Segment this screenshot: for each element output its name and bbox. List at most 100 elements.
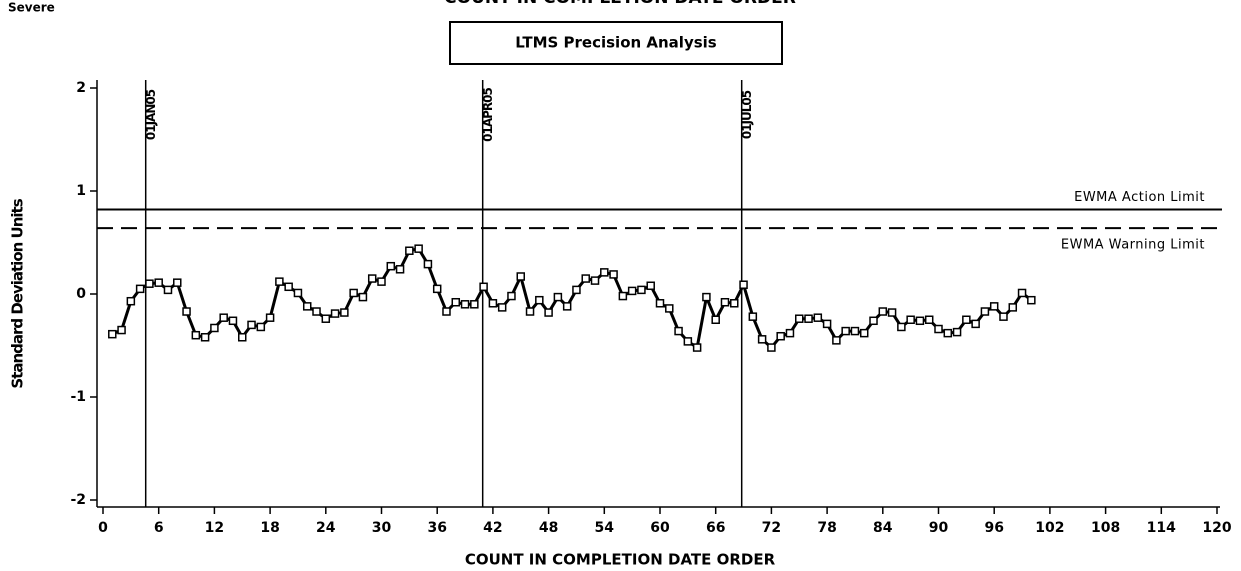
point-marker [590,276,600,285]
reference-label: EWMA Action Limit [1074,190,1205,205]
point-marker [451,297,461,307]
point-marker [173,278,182,287]
point-marker [488,299,498,308]
y-axis-label: Standard Deviation Units [9,198,27,388]
point-marker [516,272,525,281]
point-marker [646,281,655,291]
point-marker [767,343,776,352]
point-marker [683,337,693,346]
point-marker [859,328,869,338]
x-tick-label: 18 [260,520,279,536]
point-marker [841,326,850,336]
point-marker [897,322,906,332]
point-marker [126,296,136,306]
point-marker [618,291,628,301]
x-tick-label: 72 [762,520,781,536]
point-marker [785,328,795,338]
point-marker [497,303,507,312]
reference-label: EWMA Warning Limit [1061,238,1205,253]
y-tick-label: 2 [76,80,86,96]
point-marker [915,316,925,326]
point-marker [739,280,748,289]
x-tick-label: 0 [98,520,108,536]
box-label: LTMS Precision Analysis [515,34,717,52]
point-marker [182,307,191,316]
x-tick-label: 36 [427,520,446,536]
x-axis-label: COUNT IN COMPLETION DATE ORDER [465,551,776,569]
point-marker [275,277,284,286]
point-marker [432,284,442,294]
point-marker [804,314,813,323]
point-marker [386,261,396,271]
point-marker [850,326,860,336]
point-marker [962,315,971,324]
x-tick-label: 90 [929,520,949,536]
point-marker [367,274,377,283]
point-marker [934,324,943,334]
point-marker [340,308,349,317]
x-tick-label: 24 [316,520,336,536]
point-marker [312,307,321,316]
x-tick-label: 30 [372,520,392,536]
point-marker [665,304,674,313]
x-tick-label: 120 [1202,520,1231,536]
date-label: 01APR05 [481,87,495,141]
point-marker [869,316,878,326]
point-marker [924,315,934,324]
point-marker [535,295,544,305]
point-marker [702,292,711,302]
y-tick-label: 1 [76,183,86,199]
point-marker [878,307,888,316]
corner-label: Severe [8,1,55,15]
point-marker [284,282,293,292]
point-marker [470,300,479,309]
x-tick-label: 12 [205,520,224,536]
point-marker [247,320,256,330]
y-tick-label: -2 [70,492,86,508]
point-marker [562,302,572,311]
point-marker [813,313,823,322]
point-marker [423,259,433,269]
point-marker [795,314,804,323]
x-tick-label: 102 [1035,520,1064,536]
point-marker [265,313,275,322]
point-marker [302,302,312,311]
point-marker [822,319,832,329]
point-marker [256,322,266,332]
point-marker [330,309,340,318]
point-marker [609,270,618,279]
point-marker [1027,295,1036,305]
point-marker [999,312,1008,321]
x-tick-label: 114 [1147,520,1176,536]
x-tick-label: 84 [873,520,893,536]
point-marker [952,327,962,337]
x-tick-label: 60 [650,520,670,536]
point-marker [358,292,368,302]
x-tick-label: 108 [1091,520,1120,536]
point-marker [228,316,238,326]
x-tick-label: 48 [539,520,558,536]
point-marker [627,286,637,296]
point-marker [507,291,516,301]
point-marker [460,300,470,309]
point-marker [692,343,702,352]
point-marker [191,330,201,340]
point-marker [906,315,915,324]
point-marker [971,319,980,329]
point-marker [108,329,117,339]
point-marker [887,308,897,317]
y-tick-label: 0 [76,286,86,302]
series-line [111,247,1033,350]
chart-title: COUNT IN COMPLETION DATE ORDER [444,0,796,8]
point-marker [238,333,247,342]
point-marker [989,302,999,311]
point-marker [1008,303,1018,312]
point-marker [219,313,228,322]
point-marker [442,307,451,316]
point-marker [711,315,720,324]
x-tick-label: 6 [154,520,164,536]
point-marker [293,288,303,298]
point-marker [980,307,990,316]
point-marker [395,265,405,274]
